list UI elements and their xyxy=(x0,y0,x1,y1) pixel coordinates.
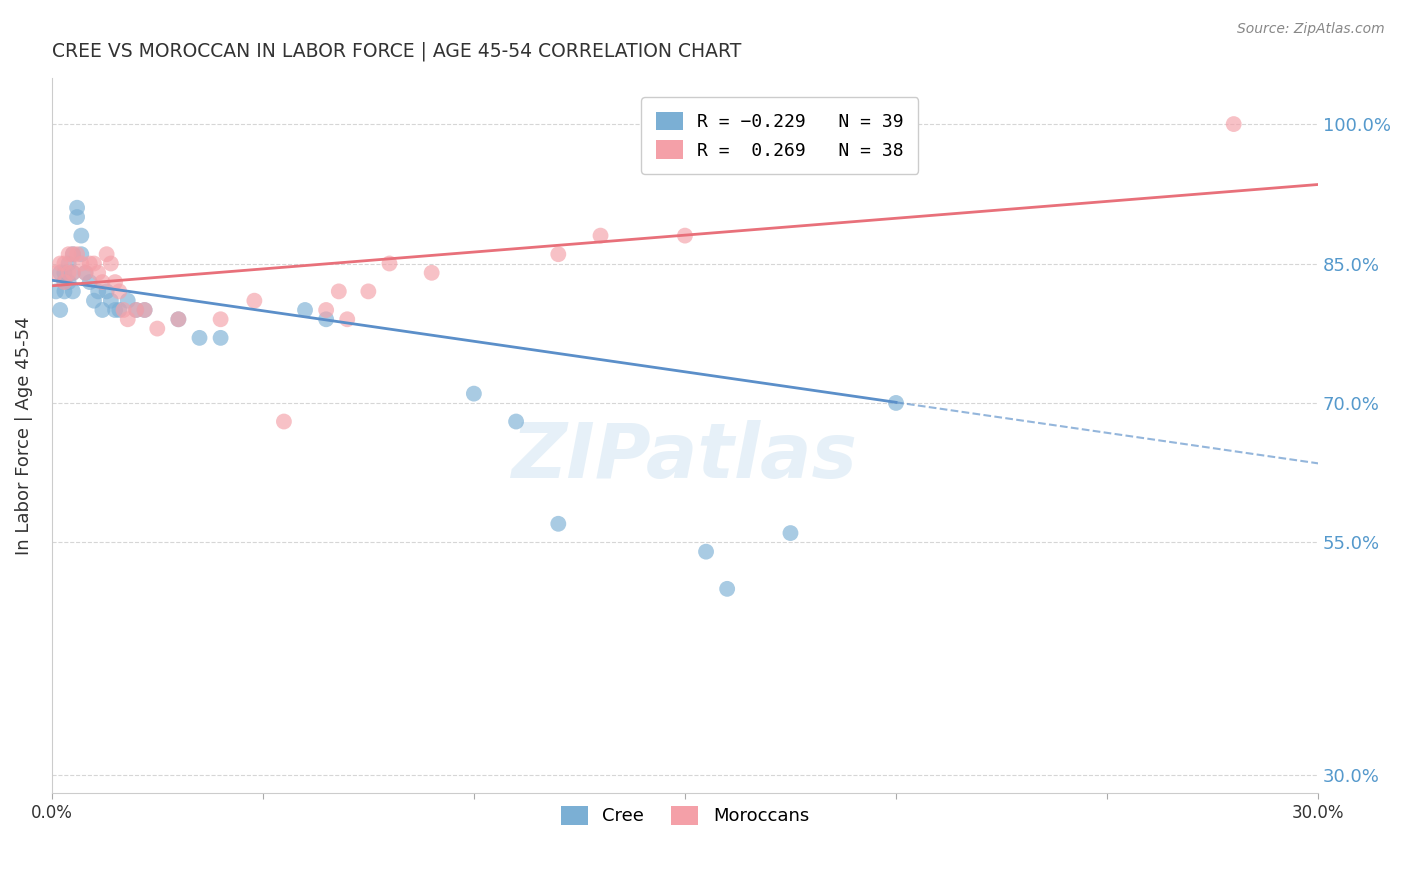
Point xyxy=(53,266,76,280)
Point xyxy=(167,312,190,326)
Point xyxy=(357,285,380,299)
Point xyxy=(66,201,89,215)
Legend: Cree, Moroccans: Cree, Moroccans xyxy=(551,797,818,834)
Point xyxy=(100,293,122,308)
Point xyxy=(125,303,148,318)
Point xyxy=(58,266,80,280)
Point xyxy=(70,247,93,261)
Point xyxy=(45,285,67,299)
Point xyxy=(108,285,131,299)
Point xyxy=(315,312,337,326)
Point xyxy=(378,256,401,270)
Text: Source: ZipAtlas.com: Source: ZipAtlas.com xyxy=(1237,22,1385,37)
Point xyxy=(547,516,569,531)
Point xyxy=(243,293,266,308)
Point xyxy=(83,256,105,270)
Point xyxy=(328,285,350,299)
Point xyxy=(75,266,97,280)
Y-axis label: In Labor Force | Age 45-54: In Labor Force | Age 45-54 xyxy=(15,316,32,555)
Point xyxy=(716,582,738,596)
Point xyxy=(58,275,80,289)
Point xyxy=(209,331,232,345)
Point xyxy=(70,228,93,243)
Point xyxy=(273,415,295,429)
Point xyxy=(62,247,84,261)
Point xyxy=(146,321,169,335)
Point xyxy=(134,303,156,318)
Point xyxy=(589,228,612,243)
Point xyxy=(58,247,80,261)
Point xyxy=(209,312,232,326)
Point xyxy=(62,266,84,280)
Text: CREE VS MOROCCAN IN LABOR FORCE | AGE 45-54 CORRELATION CHART: CREE VS MOROCCAN IN LABOR FORCE | AGE 45… xyxy=(52,42,741,62)
Point xyxy=(463,386,485,401)
Point xyxy=(79,256,101,270)
Point xyxy=(62,247,84,261)
Point xyxy=(884,396,907,410)
Point xyxy=(673,228,696,243)
Point xyxy=(117,312,139,326)
Point xyxy=(315,303,337,318)
Point xyxy=(505,415,527,429)
Point xyxy=(695,544,717,558)
Point xyxy=(1222,117,1244,131)
Point xyxy=(53,256,76,270)
Point xyxy=(75,266,97,280)
Point xyxy=(66,210,89,224)
Point xyxy=(49,266,72,280)
Point xyxy=(336,312,359,326)
Point xyxy=(91,303,114,318)
Point xyxy=(62,285,84,299)
Point xyxy=(45,266,67,280)
Point xyxy=(420,266,443,280)
Point xyxy=(70,256,93,270)
Point xyxy=(188,331,211,345)
Point xyxy=(108,303,131,318)
Point xyxy=(87,285,110,299)
Point xyxy=(100,256,122,270)
Point xyxy=(294,303,316,318)
Point xyxy=(104,275,127,289)
Point xyxy=(167,312,190,326)
Text: ZIPatlas: ZIPatlas xyxy=(512,420,858,494)
Point xyxy=(125,303,148,318)
Point xyxy=(53,275,76,289)
Point xyxy=(66,247,89,261)
Point xyxy=(79,275,101,289)
Point xyxy=(62,266,84,280)
Point xyxy=(96,247,118,261)
Point xyxy=(83,293,105,308)
Point xyxy=(49,303,72,318)
Point xyxy=(134,303,156,318)
Point xyxy=(58,256,80,270)
Point xyxy=(96,285,118,299)
Point xyxy=(53,275,76,289)
Point xyxy=(91,275,114,289)
Point xyxy=(104,303,127,318)
Point xyxy=(547,247,569,261)
Point xyxy=(87,266,110,280)
Point xyxy=(53,285,76,299)
Point xyxy=(117,293,139,308)
Point xyxy=(112,303,135,318)
Point xyxy=(779,526,801,541)
Point xyxy=(49,256,72,270)
